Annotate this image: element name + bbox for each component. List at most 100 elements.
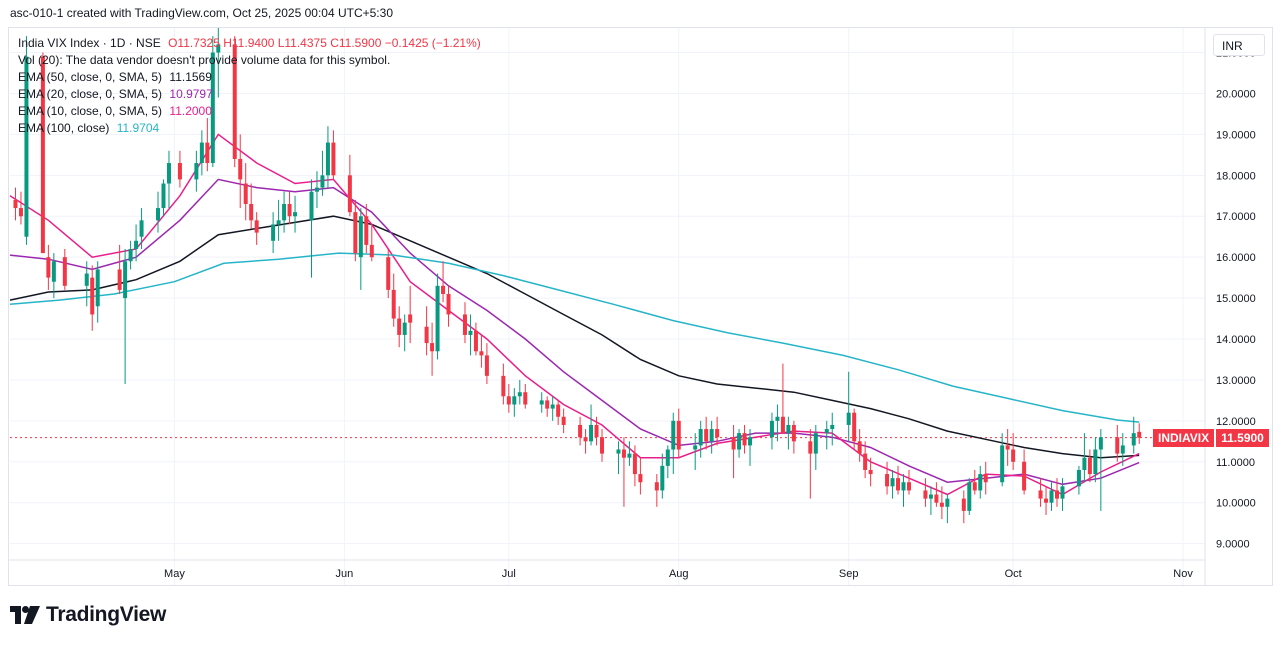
candle-body <box>139 220 144 237</box>
candle-body <box>369 244 374 258</box>
candle <box>561 408 566 434</box>
candle-body <box>210 52 215 164</box>
candle <box>978 465 983 499</box>
legend-ema20-row[interactable]: EMA (20, close, 0, SMA, 5) 10.9797 <box>18 86 481 103</box>
candle <box>271 212 276 254</box>
candle-body <box>314 187 319 192</box>
candle <box>627 441 632 466</box>
candle-body <box>254 220 259 233</box>
legend-ema50-row[interactable]: EMA (50, close, 0, SMA, 5) 11.1569 <box>18 69 481 86</box>
candle <box>550 396 555 421</box>
candle-body <box>578 424 583 438</box>
candle-body <box>857 441 862 454</box>
candle-body <box>627 453 632 458</box>
candle-body <box>742 433 747 446</box>
ema20-value: 10.9797 <box>169 87 213 101</box>
candle <box>194 150 199 192</box>
y-tick-label: 9.0000 <box>1216 539 1250 551</box>
candle <box>885 461 890 495</box>
candle <box>868 457 873 487</box>
tradingview-logo-icon <box>10 606 40 624</box>
legend: India VIX Index · 1D · NSE O11.7325 H11.… <box>18 35 481 137</box>
candle <box>84 261 89 307</box>
candle <box>621 437 626 507</box>
candle-body <box>748 437 753 446</box>
candle <box>95 261 100 323</box>
candle-body <box>665 449 670 466</box>
candle <box>813 424 818 470</box>
candle <box>238 134 243 209</box>
candle <box>556 400 561 425</box>
candle-body <box>550 404 555 409</box>
candle-body <box>1005 445 1010 450</box>
candle <box>665 445 670 479</box>
last-price-tag: INDIAVIX 11.5900 <box>1153 428 1269 447</box>
ema20-label: EMA (20, close, 0, SMA, 5) <box>18 87 163 101</box>
candle-body <box>868 469 873 475</box>
candle-body <box>325 142 330 176</box>
time-axis: May Jun Jul Aug Sep Oct Nov <box>8 559 1205 580</box>
candle-body <box>545 400 550 409</box>
candle <box>896 465 901 495</box>
candle-body <box>506 396 511 405</box>
candle <box>177 150 182 188</box>
candle <box>435 273 440 360</box>
candle <box>967 478 972 515</box>
legend-ema10-row[interactable]: EMA (10, close, 0, SMA, 5) 11.2000 <box>18 103 481 120</box>
candle <box>693 433 698 470</box>
candle-body <box>473 330 478 352</box>
chart-caption: asc-010-1 created with TradingView.com, … <box>10 6 393 20</box>
candle-body <box>391 289 396 319</box>
currency-button[interactable]: INR <box>1213 34 1265 56</box>
candle-body <box>468 330 473 335</box>
candle <box>863 441 868 479</box>
candle <box>386 248 391 299</box>
candle-body <box>18 208 23 217</box>
candle <box>583 429 588 454</box>
candle-body <box>621 449 626 458</box>
candle <box>166 150 171 209</box>
candle-body <box>402 322 407 335</box>
legend-title-row[interactable]: India VIX Index · 1D · NSE O11.7325 H11.… <box>18 35 481 52</box>
candle-body <box>238 158 243 180</box>
candle <box>134 224 139 262</box>
ema10-value: 11.2000 <box>169 104 212 118</box>
candle-body <box>347 175 352 213</box>
ema100-value: 11.9704 <box>116 121 160 135</box>
candle-body <box>934 494 939 503</box>
candle-body <box>972 482 977 491</box>
candle-body <box>484 355 489 376</box>
candle <box>205 118 210 172</box>
candle-body <box>364 216 369 245</box>
candle <box>945 494 950 524</box>
candle <box>671 412 676 475</box>
legend-ema100-row[interactable]: EMA (100, close) 11.9704 <box>18 120 481 137</box>
volume-note: Vol (20): The data vendor doesn't provid… <box>18 53 391 67</box>
candle <box>430 322 435 376</box>
ema100-label: EMA (100, close) <box>18 121 110 135</box>
candle <box>1131 416 1136 454</box>
candle-body <box>177 163 182 180</box>
candle <box>243 163 248 221</box>
candle-body <box>1038 490 1043 499</box>
candle <box>24 36 29 245</box>
candle-body <box>156 208 161 221</box>
chart-frame[interactable] <box>8 27 1273 586</box>
brand-name: TradingView <box>46 603 167 626</box>
candle <box>117 244 122 294</box>
candle-body <box>660 465 665 491</box>
candle <box>632 445 637 487</box>
ema-line <box>9 252 1140 423</box>
candle <box>369 224 374 262</box>
candle-body <box>967 482 972 511</box>
candle-body <box>906 482 911 491</box>
candle-body <box>945 498 950 507</box>
candle-body <box>583 437 588 442</box>
candle <box>1060 478 1065 511</box>
candle <box>347 154 352 217</box>
candle <box>824 420 829 450</box>
candle <box>1098 429 1103 511</box>
candle-body <box>896 478 901 491</box>
legend-volume-row[interactable]: Vol (20): The data vendor doesn't provid… <box>18 52 481 69</box>
